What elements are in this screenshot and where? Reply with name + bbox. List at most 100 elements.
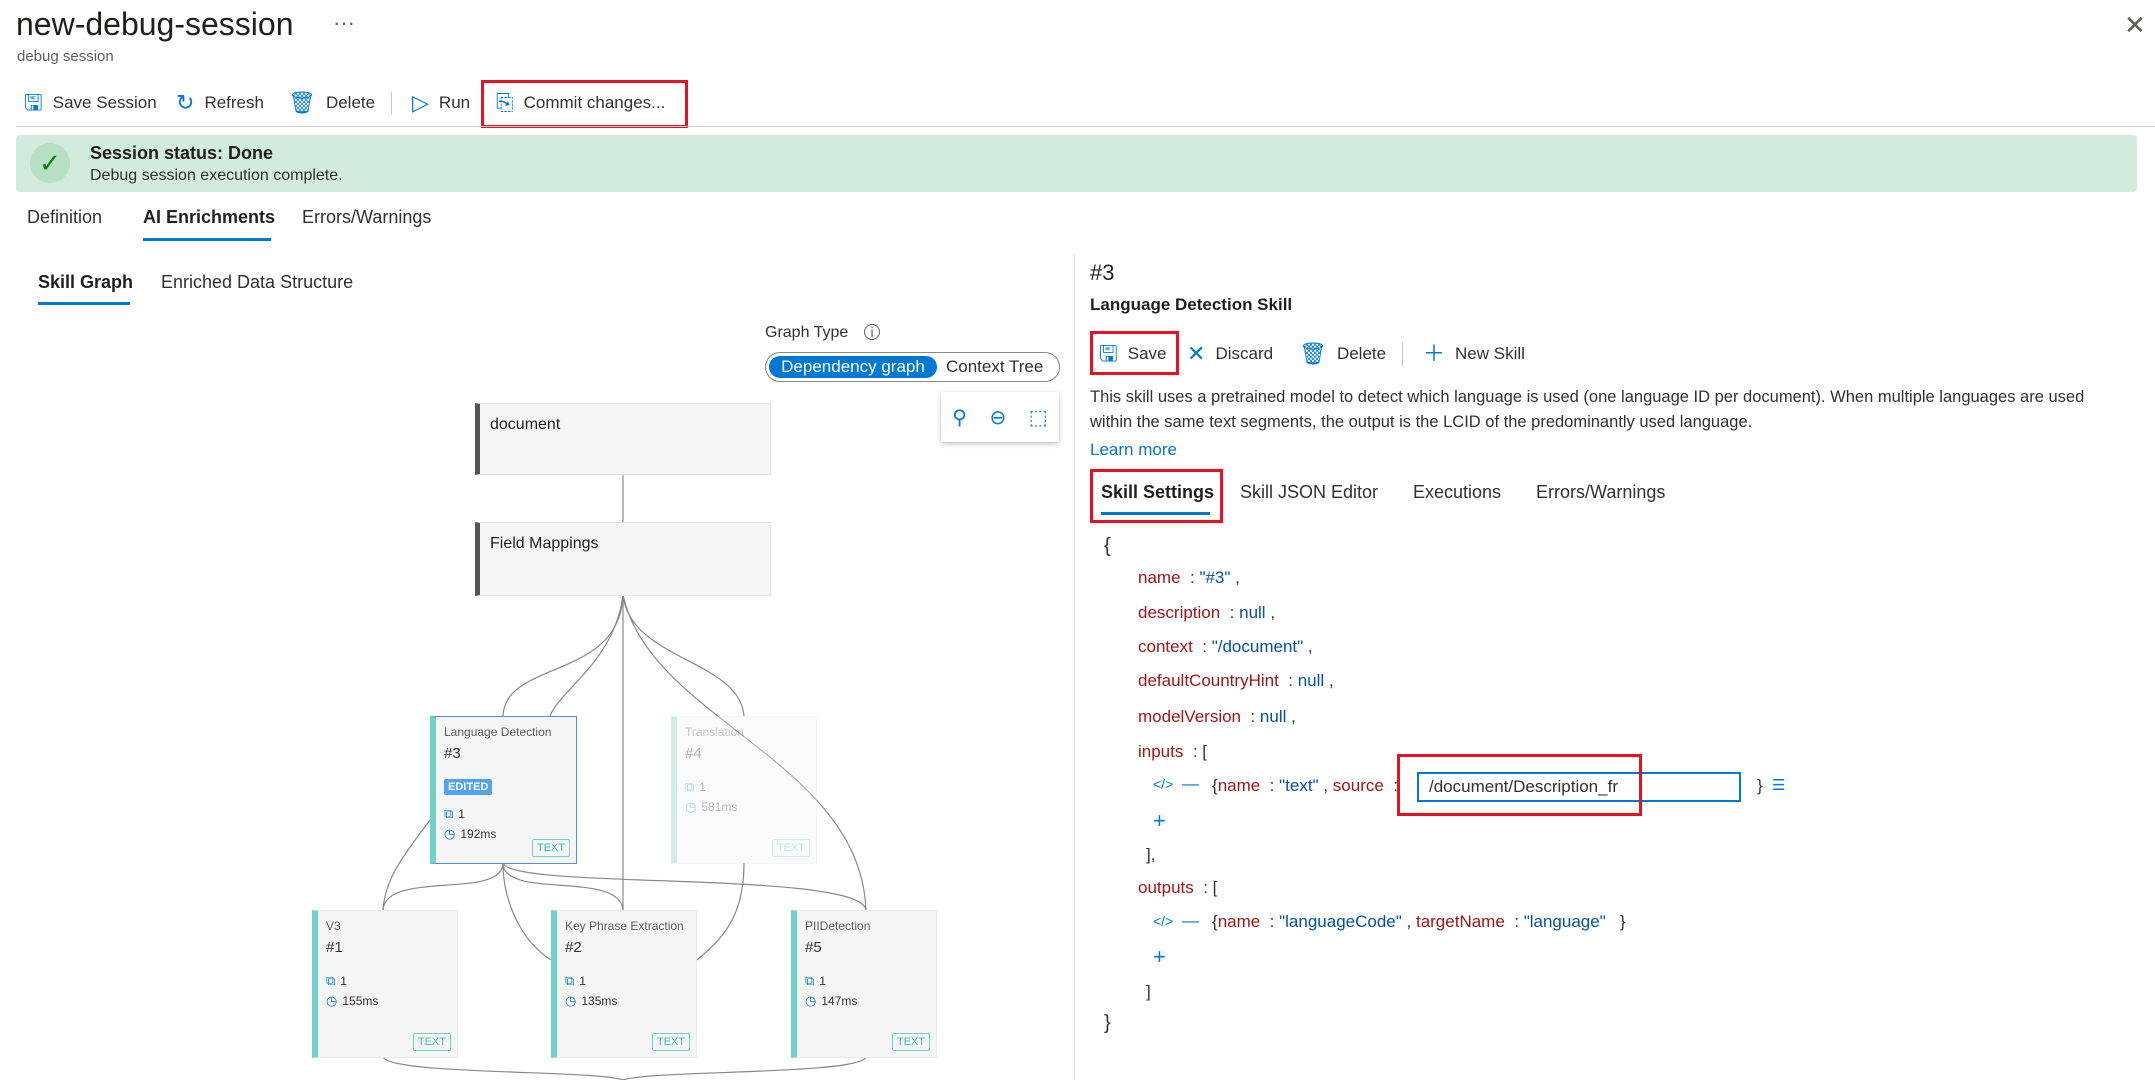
add-input-icon[interactable]: + <box>1153 808 1166 833</box>
label: Delete <box>325 93 376 112</box>
tab-errors-warnings[interactable]: Errors/Warnings <box>302 207 432 227</box>
skill-node-key-phrase-extraction[interactable]: Key Phrase Extraction #2 ⧉ 1 ◷ 135ms TEXT <box>551 910 697 1058</box>
new-skill-button[interactable]: ＋ New Skill <box>1423 341 1525 367</box>
tab-executions[interactable]: Executions <box>1413 482 1502 502</box>
tab-errors-warnings-skill[interactable]: Errors/Warnings <box>1536 482 1666 502</box>
node-label: document <box>490 416 561 433</box>
key: description <box>1138 603 1221 622</box>
copies-icon: ⧉ <box>805 973 815 988</box>
delete-button[interactable]: 🗑 Delete <box>288 90 375 116</box>
skill-node-translation[interactable]: Translation #4 ⧉ 1 ◷ 581ms TEXT <box>671 716 817 864</box>
source-input[interactable]: /document/Description_fr <box>1417 772 1741 802</box>
option-context-tree[interactable]: Context Tree <box>946 357 1044 376</box>
refresh-icon: ↻ <box>176 90 195 115</box>
tab-ai-enrichments[interactable]: AI Enrichments <box>143 207 276 227</box>
key: name <box>1138 568 1181 587</box>
key: defaultCountryHint <box>1138 671 1279 690</box>
duration-value: 155ms <box>342 994 379 1008</box>
close-icon: ✕ <box>1187 341 1206 366</box>
divider <box>16 126 2155 127</box>
clock-icon: ◷ <box>805 993 817 1008</box>
duration: ◷ 135ms <box>565 993 617 1009</box>
skill-node-language-detection[interactable]: Language Detection #3 EDITED ⧉ 1 ◷ 192ms T… <box>430 716 577 864</box>
tab-skill-json-editor[interactable]: Skill JSON Editor <box>1240 482 1379 502</box>
brace-close: } <box>1104 1012 1111 1034</box>
remove-input-icon[interactable]: — <box>1182 774 1199 793</box>
copies-icon: ⧉ <box>565 973 575 988</box>
text-tag: TEXT <box>771 839 810 857</box>
text-tag: TEXT <box>891 1033 930 1051</box>
skill-type: Translation <box>685 725 744 739</box>
graph-node-document[interactable]: document <box>475 403 771 475</box>
fit-view-icon[interactable]: ⬚ <box>1028 406 1048 429</box>
graph-type-toggle[interactable]: Dependency graph Context Tree <box>765 352 1060 382</box>
tab-skill-settings[interactable]: Skill Settings <box>1101 482 1215 502</box>
value[interactable]: "#3" <box>1199 568 1231 587</box>
field-model-version: modelVersion : null , <box>1138 707 1296 726</box>
tab-enriched-data-structure[interactable]: Enriched Data Structure <box>161 272 354 292</box>
code-icon[interactable]: </> <box>1153 913 1174 929</box>
value[interactable]: "languageCode" <box>1279 912 1402 931</box>
commit-changes-button[interactable]: ⎘ Commit changes... <box>496 90 665 116</box>
add-output-icon[interactable]: + <box>1153 944 1166 969</box>
duration-value: 147ms <box>821 994 858 1008</box>
skill-node-pii-detection[interactable]: PIIDetection #5 ⧉ 1 ◷ 147ms TEXT <box>791 910 937 1058</box>
value[interactable]: null <box>1297 671 1325 690</box>
remove-output-icon[interactable]: — <box>1182 911 1199 930</box>
page-title: new-debug-session <box>16 6 294 42</box>
checkmark-icon: ✓ <box>30 143 70 183</box>
zoom-in-icon[interactable]: ⚲ <box>952 406 967 429</box>
count-value: 1 <box>699 780 706 794</box>
edge <box>502 862 552 961</box>
copies-icon: ⧉ <box>326 973 336 988</box>
value[interactable]: null <box>1259 707 1287 726</box>
label: New Skill <box>1455 344 1525 363</box>
key: modelVersion <box>1138 707 1242 726</box>
value[interactable]: "text" <box>1279 776 1319 795</box>
more-options-button[interactable]: ··· <box>333 10 355 35</box>
highlight-box <box>1090 469 1223 523</box>
status-message: Debug session execution complete. <box>90 167 343 184</box>
field-inputs: inputs : [ <box>1138 742 1207 761</box>
tab-skill-graph[interactable]: Skill Graph <box>38 272 134 292</box>
tab-underline <box>143 238 271 241</box>
graph-edges <box>382 474 867 1080</box>
delete-skill-button[interactable]: 🗑 Delete <box>1299 341 1386 367</box>
count-value: 1 <box>458 807 465 821</box>
option-dependency-graph[interactable]: Dependency graph <box>769 356 937 378</box>
panel-divider <box>1074 254 1075 1080</box>
skill-id-heading: #3 <box>1090 260 1115 285</box>
field-context: context : "/document" , <box>1138 637 1313 656</box>
trash-icon: 🗑 <box>1299 341 1327 366</box>
brace-open: { <box>1104 535 1111 557</box>
edge <box>622 1056 867 1080</box>
zoom-out-icon[interactable]: ⊖ <box>989 406 1007 429</box>
text-tag: TEXT <box>651 1033 690 1051</box>
field-name: name : "#3" , <box>1138 568 1240 587</box>
list-icon[interactable]: ☰ <box>1772 777 1786 794</box>
learn-more-link[interactable]: Learn more <box>1090 440 1177 459</box>
save-skill-button[interactable]: 🖫 Save <box>1099 341 1167 367</box>
copies-icon: ⧉ <box>685 779 695 794</box>
duration-value: 135ms <box>581 994 618 1008</box>
value[interactable]: "/document" <box>1211 637 1304 656</box>
save-session-button[interactable]: 🖫 Save Session <box>24 90 157 116</box>
label: Save <box>1127 344 1167 363</box>
info-icon[interactable]: i <box>864 324 880 340</box>
value[interactable]: null <box>1239 603 1266 622</box>
count-value: 1 <box>819 974 826 988</box>
close-button[interactable]: ✕ <box>2124 10 2146 40</box>
graph-type-label: Graph Type <box>765 324 849 341</box>
skill-type: Language Detection <box>444 725 552 739</box>
edge <box>502 862 624 911</box>
run-button[interactable]: ▷ Run <box>412 90 470 116</box>
discard-button[interactable]: ✕ Discard <box>1187 341 1273 367</box>
count: ⧉ 1 <box>444 806 465 822</box>
code-icon[interactable]: </> <box>1153 776 1174 792</box>
skill-node-v3[interactable]: V3 #1 ⧉ 1 ◷ 155ms TEXT <box>312 910 458 1058</box>
tab-definition[interactable]: Definition <box>27 207 103 227</box>
value[interactable]: "language" <box>1523 912 1606 931</box>
graph-node-field-mappings[interactable]: Field Mappings <box>475 522 771 596</box>
trash-icon: 🗑 <box>288 90 316 115</box>
refresh-button[interactable]: ↻ Refresh <box>176 90 264 116</box>
